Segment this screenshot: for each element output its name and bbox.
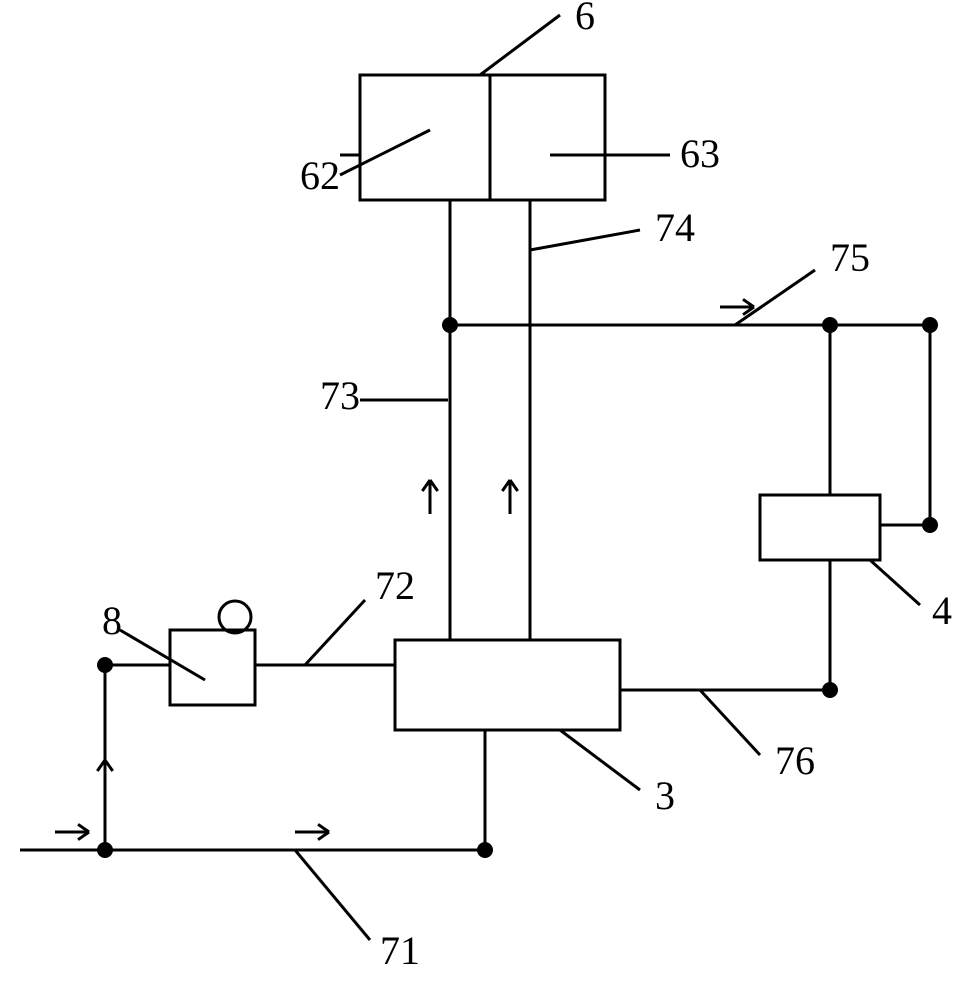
label-l71: 71	[380, 928, 420, 973]
line-lead8	[120, 630, 205, 680]
label-l75: 75	[830, 235, 870, 280]
line-lead75	[735, 270, 815, 325]
line-lead74	[530, 230, 640, 250]
label-l6: 6	[575, 0, 595, 38]
box-b4	[760, 495, 880, 560]
line-lead76	[700, 690, 760, 755]
label-l76: 76	[775, 738, 815, 783]
label-l73: 73	[320, 373, 360, 418]
junction-n6	[922, 317, 938, 333]
box-b6L	[360, 75, 490, 200]
label-l3: 3	[655, 773, 675, 818]
flow-arrow-a_lv	[97, 760, 112, 794]
box-b3	[395, 640, 620, 730]
line-lead71	[295, 850, 370, 940]
flow-arrow-a73	[422, 480, 437, 514]
line-lead3	[560, 730, 640, 790]
label-l8: 8	[102, 598, 122, 643]
junction-n7	[922, 517, 938, 533]
label-l63: 63	[680, 131, 720, 176]
junction-n4	[442, 317, 458, 333]
label-l74: 74	[655, 205, 695, 250]
box-b6	[360, 75, 605, 200]
flow-arrow-a75	[720, 299, 754, 314]
flow-arrow-a_in	[55, 824, 89, 839]
flow-arrow-a74	[502, 480, 517, 514]
line-lead62	[340, 130, 430, 175]
label-l62: 62	[300, 153, 340, 198]
label-l4: 4	[932, 588, 952, 633]
line-lead4	[870, 560, 920, 605]
flow-arrow-a_mid	[295, 824, 329, 839]
label-l72: 72	[375, 563, 415, 608]
gauge-icon	[219, 601, 251, 633]
junction-n5	[822, 317, 838, 333]
schematic-diagram: 6 62 63 74 75 73 72 8 4 76 3 71	[0, 0, 977, 1000]
junction-n8	[822, 682, 838, 698]
junction-n1	[97, 842, 113, 858]
junction-n3	[97, 657, 113, 673]
line-lead72	[305, 600, 365, 665]
line-lead6	[480, 15, 560, 75]
junction-n2	[477, 842, 493, 858]
